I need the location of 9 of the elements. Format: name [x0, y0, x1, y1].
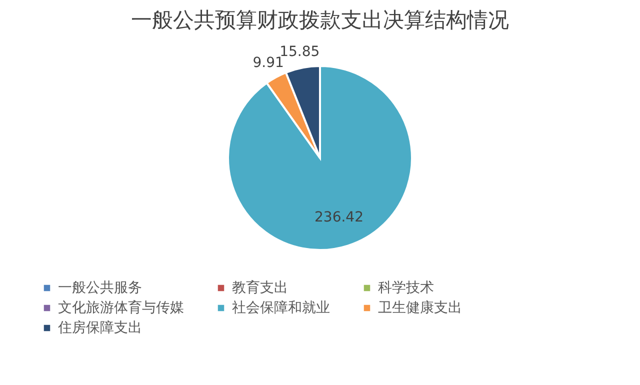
- legend-label: 社会保障和就业: [232, 300, 330, 316]
- legend-label: 卫生健康支出: [378, 300, 462, 316]
- chart-title: 一般公共预算财政拨款支出决算结构情况: [131, 8, 509, 32]
- legend-label: 一般公共服务: [58, 280, 142, 296]
- legend-label: 教育支出: [232, 279, 288, 296]
- legend-label: 住房保障支出: [57, 320, 142, 336]
- legend-label: 科学技术: [378, 280, 434, 296]
- data-label: 236.42: [314, 210, 364, 226]
- legend-label: 文化旅游体育与传媒: [58, 299, 184, 316]
